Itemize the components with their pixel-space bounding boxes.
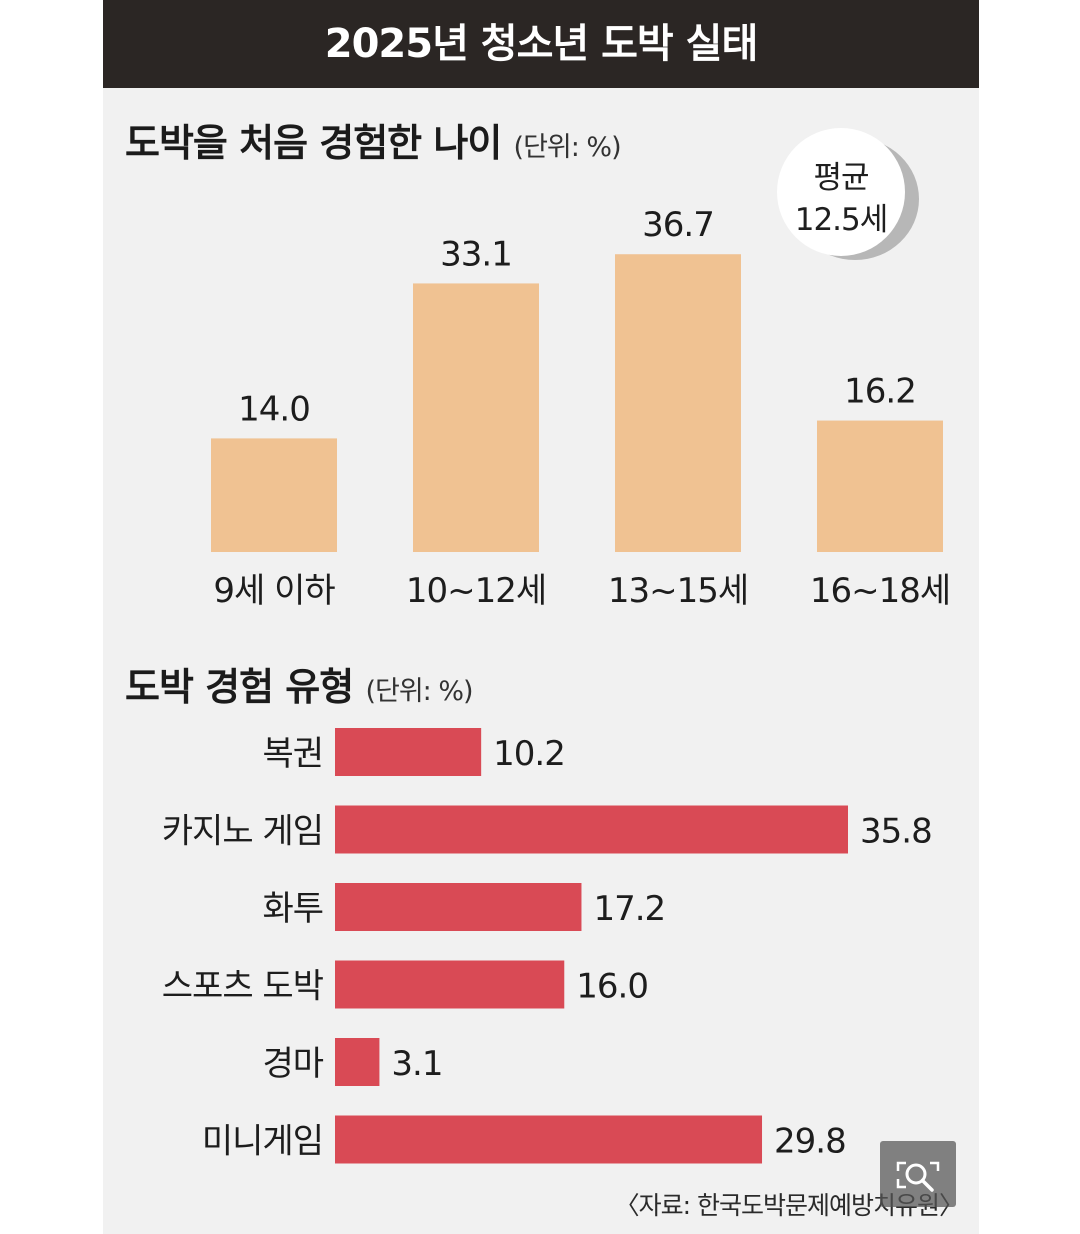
type-bar-value-label-3: 17.2 xyxy=(593,889,665,929)
zoom-button[interactable] xyxy=(880,1141,956,1207)
type-category-label-3: 화투 xyxy=(262,889,323,929)
age-bar-3 xyxy=(615,254,741,552)
age-bar-value-label-2: 33.1 xyxy=(440,234,512,274)
age-category-label-2: 10~12세 xyxy=(406,571,546,611)
type-bar-value-label-4: 16.0 xyxy=(576,967,648,1007)
type-bar-value-label-6: 29.8 xyxy=(774,1122,846,1162)
type-category-label-6: 미니게임 xyxy=(202,1122,323,1162)
type-bar-3 xyxy=(335,883,582,931)
type-bar-2 xyxy=(335,805,848,854)
age-category-label-1: 9세 이하 xyxy=(213,571,335,611)
badge-value: 12.5세 xyxy=(794,202,889,238)
charts-svg: 14.0 9세 이하 33.1 10~12세 36.7 13~15세 16.2 16~18세복… xyxy=(162,205,951,1164)
type-bar-4 xyxy=(335,960,565,1009)
age-category-label-3: 13~15세 xyxy=(608,571,748,611)
age-bar-value-label-1: 14.0 xyxy=(238,389,310,429)
age-chart-unit: (단위: %) xyxy=(513,132,622,163)
infographic-panel: 2025년 청소년 도박 실태 도박을 처음 경험한 나이 (단위: %) 평균… xyxy=(103,0,979,1234)
type-category-label-5: 경마 xyxy=(262,1044,323,1084)
type-chart-unit: (단위: %) xyxy=(365,676,473,707)
type-category-label-1: 복권 xyxy=(262,734,323,774)
type-bar-1 xyxy=(335,728,482,776)
type-bar-5 xyxy=(335,1038,380,1086)
page-title: 2025년 청소년 도박 실태 xyxy=(324,21,759,67)
type-bar-value-label-5: 3.1 xyxy=(391,1044,442,1084)
age-bar-value-label-3: 36.7 xyxy=(642,205,714,245)
age-bar-1 xyxy=(211,438,337,552)
age-category-label-4: 16~18세 xyxy=(810,571,950,611)
type-bar-value-label-1: 10.2 xyxy=(493,734,565,774)
type-category-label-2: 카지노 게임 xyxy=(162,812,323,852)
type-bar-6 xyxy=(335,1115,763,1164)
age-chart-title: 도박을 처음 경험한 나이 xyxy=(125,121,502,165)
type-chart-title: 도박 경험 유형 xyxy=(125,665,354,709)
badge-label: 평균 xyxy=(813,160,869,196)
badge-disc xyxy=(777,128,905,256)
age-bar-4 xyxy=(817,420,943,552)
age-bar-2 xyxy=(413,283,539,552)
title-band: 2025년 청소년 도박 실태 xyxy=(103,0,979,88)
average-age-badge: 평균 12.5세 xyxy=(777,128,919,260)
search-icon xyxy=(896,1161,940,1192)
age-section-title: 도박을 처음 경험한 나이 (단위: %) xyxy=(125,112,622,167)
age-bar-value-label-4: 16.2 xyxy=(844,372,916,412)
type-category-label-4: 스포츠 도박 xyxy=(162,967,324,1007)
type-section-title: 도박 경험 유형 (단위: %) xyxy=(125,656,474,711)
type-bar-value-label-2: 35.8 xyxy=(860,812,932,852)
